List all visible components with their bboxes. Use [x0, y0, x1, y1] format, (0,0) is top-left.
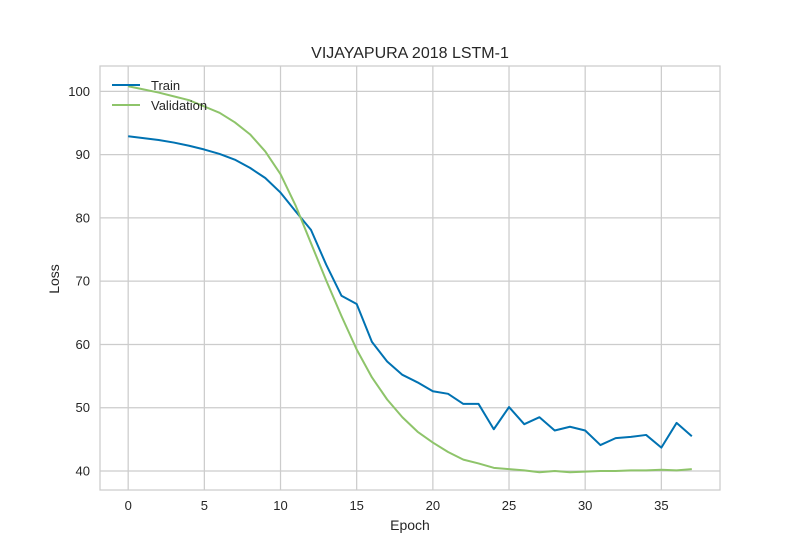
- x-tick-label: 35: [654, 498, 668, 513]
- x-tick-label: 20: [426, 498, 440, 513]
- x-tick-label: 5: [201, 498, 208, 513]
- y-axis-label: Loss: [46, 264, 62, 294]
- y-tick-label: 80: [76, 210, 90, 225]
- plot-area: [100, 66, 720, 490]
- x-tick-label: 25: [502, 498, 516, 513]
- y-tick-label: 60: [76, 337, 90, 352]
- series-group: [127, 85, 693, 474]
- plot-frame: [99, 65, 721, 491]
- grid-lines: [100, 66, 720, 490]
- legend-label-validation: Validation: [151, 98, 207, 113]
- tick-labels: 0 5 10 15 20 25 30 35 40 50 60 70 80 90 100: [68, 84, 668, 513]
- x-tick-label: 15: [349, 498, 363, 513]
- x-tick-label: 30: [578, 498, 592, 513]
- x-axis-label: Epoch: [390, 517, 430, 533]
- y-tick-label: 50: [76, 400, 90, 415]
- y-tick-label: 70: [76, 274, 90, 289]
- x-tick-label: 10: [273, 498, 287, 513]
- series-line-train: [128, 135, 693, 449]
- chart-title: VIJAYAPURA 2018 LSTM-1: [311, 45, 509, 62]
- y-tick-label: 40: [76, 464, 90, 479]
- legend: Train Validation: [112, 78, 207, 113]
- y-tick-label: 90: [76, 147, 90, 162]
- x-tick-label: 0: [125, 498, 132, 513]
- y-tick-label: 100: [68, 84, 90, 99]
- legend-label-train: Train: [151, 78, 180, 93]
- series-line-validation: [127, 85, 692, 474]
